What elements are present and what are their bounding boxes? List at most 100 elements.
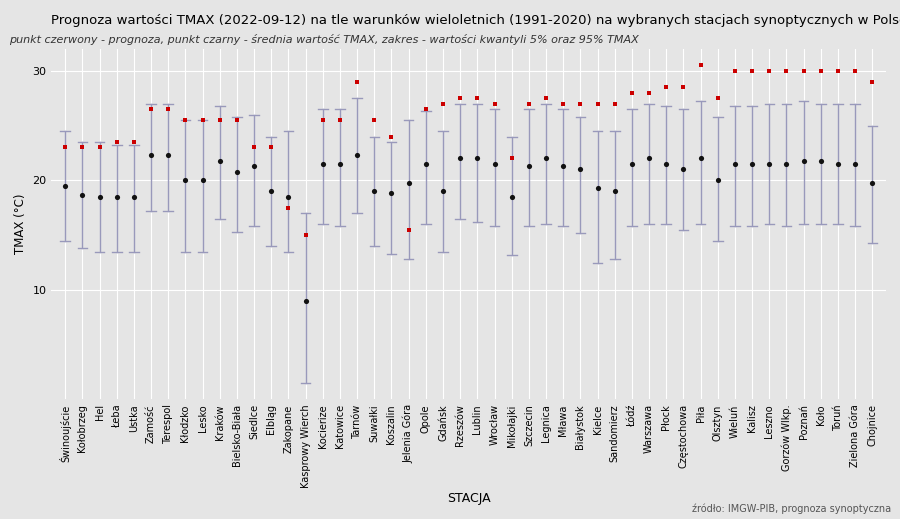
X-axis label: STACJA: STACJA bbox=[447, 492, 491, 505]
Point bbox=[144, 151, 158, 159]
Point bbox=[264, 187, 278, 196]
Point bbox=[58, 182, 72, 190]
Point bbox=[264, 143, 278, 152]
Title: Prognoza wartości TMAX (2022-09-12) na tle warunków wieloletnich (1991-2020) na : Prognoza wartości TMAX (2022-09-12) na t… bbox=[51, 14, 900, 27]
Point bbox=[693, 154, 707, 162]
Point bbox=[178, 176, 193, 184]
Point bbox=[333, 160, 347, 168]
Point bbox=[178, 116, 193, 124]
Point bbox=[745, 66, 760, 75]
Point bbox=[659, 83, 673, 91]
Point bbox=[401, 225, 416, 234]
Point bbox=[642, 154, 656, 162]
Point bbox=[522, 100, 536, 108]
Point bbox=[247, 143, 261, 152]
Point bbox=[848, 160, 862, 168]
Point bbox=[75, 143, 89, 152]
Point bbox=[470, 94, 484, 102]
Point bbox=[556, 162, 571, 170]
Point bbox=[711, 176, 725, 184]
Point bbox=[608, 187, 622, 196]
Text: źródło: IMGW-PIB, prognoza synoptyczna: źródło: IMGW-PIB, prognoza synoptyczna bbox=[692, 503, 891, 514]
Point bbox=[367, 116, 382, 124]
Point bbox=[144, 105, 158, 113]
Point bbox=[831, 66, 845, 75]
Point bbox=[693, 61, 707, 70]
Point bbox=[539, 94, 554, 102]
Point bbox=[796, 66, 811, 75]
Point bbox=[539, 154, 554, 162]
Point bbox=[505, 193, 519, 201]
Point bbox=[333, 116, 347, 124]
Point bbox=[659, 160, 673, 168]
Point bbox=[590, 100, 605, 108]
Point bbox=[75, 190, 89, 199]
Point bbox=[590, 184, 605, 192]
Y-axis label: TMAX (°C): TMAX (°C) bbox=[14, 194, 27, 254]
Point bbox=[384, 189, 399, 198]
Point bbox=[161, 105, 176, 113]
Text: punkt czerwony - prognoza, punkt czarny - średnia wartość TMAX, zakres - wartośc: punkt czerwony - prognoza, punkt czarny … bbox=[9, 34, 639, 45]
Point bbox=[865, 179, 879, 187]
Point bbox=[728, 66, 742, 75]
Point bbox=[487, 100, 501, 108]
Point bbox=[212, 157, 227, 165]
Point bbox=[625, 160, 639, 168]
Point bbox=[848, 66, 862, 75]
Point bbox=[779, 66, 794, 75]
Point bbox=[711, 94, 725, 102]
Point bbox=[436, 187, 450, 196]
Point bbox=[608, 100, 622, 108]
Point bbox=[762, 66, 777, 75]
Point bbox=[762, 160, 777, 168]
Point bbox=[93, 143, 107, 152]
Point bbox=[642, 89, 656, 97]
Point bbox=[58, 143, 72, 152]
Point bbox=[281, 203, 295, 212]
Point bbox=[384, 132, 399, 141]
Point bbox=[127, 138, 141, 146]
Point bbox=[350, 78, 365, 86]
Point bbox=[865, 78, 879, 86]
Point bbox=[127, 193, 141, 201]
Point bbox=[814, 157, 828, 165]
Point bbox=[522, 162, 536, 170]
Point bbox=[453, 94, 467, 102]
Point bbox=[367, 187, 382, 196]
Point bbox=[195, 116, 210, 124]
Point bbox=[316, 160, 330, 168]
Point bbox=[573, 100, 588, 108]
Point bbox=[418, 160, 433, 168]
Point bbox=[436, 100, 450, 108]
Point bbox=[625, 89, 639, 97]
Point bbox=[676, 83, 690, 91]
Point bbox=[230, 168, 244, 176]
Point bbox=[247, 162, 261, 170]
Point bbox=[350, 151, 365, 159]
Point bbox=[796, 157, 811, 165]
Point bbox=[110, 138, 124, 146]
Point bbox=[93, 193, 107, 201]
Point bbox=[573, 165, 588, 173]
Point bbox=[487, 160, 501, 168]
Point bbox=[161, 151, 176, 159]
Point bbox=[212, 116, 227, 124]
Point bbox=[195, 176, 210, 184]
Point bbox=[316, 116, 330, 124]
Point bbox=[745, 160, 760, 168]
Point bbox=[299, 231, 313, 239]
Point bbox=[505, 154, 519, 162]
Point bbox=[814, 66, 828, 75]
Point bbox=[418, 105, 433, 113]
Point bbox=[401, 179, 416, 187]
Point bbox=[556, 100, 571, 108]
Point bbox=[728, 160, 742, 168]
Point bbox=[230, 116, 244, 124]
Point bbox=[281, 193, 295, 201]
Point bbox=[676, 165, 690, 173]
Point bbox=[470, 154, 484, 162]
Point bbox=[779, 160, 794, 168]
Point bbox=[831, 160, 845, 168]
Point bbox=[453, 154, 467, 162]
Point bbox=[110, 193, 124, 201]
